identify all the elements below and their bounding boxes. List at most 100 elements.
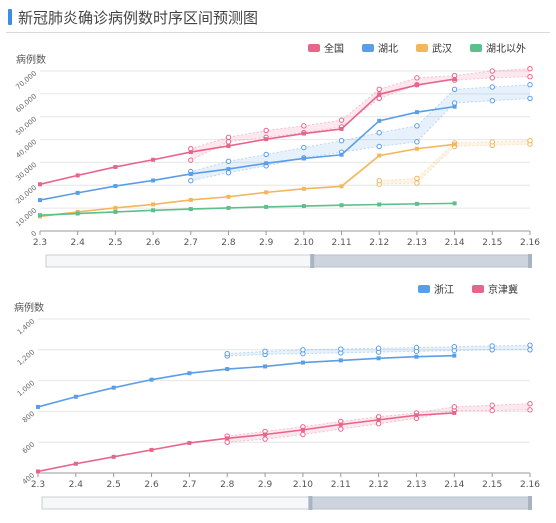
prediction-point[interactable]: [376, 178, 382, 184]
data-point[interactable]: [452, 142, 457, 147]
data-point[interactable]: [264, 161, 269, 166]
data-point[interactable]: [300, 427, 305, 432]
data-point[interactable]: [377, 153, 382, 158]
data-point[interactable]: [38, 182, 42, 187]
prediction-point[interactable]: [188, 157, 194, 163]
zoom-selected-range[interactable]: [309, 496, 531, 510]
data-point[interactable]: [226, 194, 231, 199]
prediction-point[interactable]: [262, 348, 268, 355]
prediction-point[interactable]: [262, 436, 268, 442]
data-point[interactable]: [225, 436, 230, 441]
data-point[interactable]: [113, 184, 118, 189]
data-point[interactable]: [414, 83, 419, 88]
data-point[interactable]: [75, 190, 80, 195]
prediction-point[interactable]: [338, 138, 345, 144]
prediction-point[interactable]: [338, 426, 344, 432]
data-point[interactable]: [226, 143, 231, 148]
data-point[interactable]: [188, 150, 193, 155]
prediction-point[interactable]: [414, 175, 420, 182]
prediction-point[interactable]: [527, 138, 533, 144]
data-point[interactable]: [225, 367, 230, 372]
prediction-point[interactable]: [225, 139, 232, 145]
data-point[interactable]: [36, 404, 40, 409]
data-point[interactable]: [111, 454, 116, 459]
data-point[interactable]: [151, 178, 156, 183]
prediction-point[interactable]: [224, 439, 230, 445]
legend-item[interactable]: 浙江: [418, 284, 454, 296]
prediction-point[interactable]: [527, 95, 533, 102]
prediction-point[interactable]: [414, 139, 420, 145]
prediction-point[interactable]: [489, 139, 496, 145]
prediction-point[interactable]: [527, 66, 533, 72]
data-point[interactable]: [301, 156, 306, 161]
data-point[interactable]: [301, 186, 306, 191]
data-point[interactable]: [452, 104, 457, 109]
data-point[interactable]: [414, 146, 419, 151]
prediction-point[interactable]: [376, 86, 382, 92]
data-point[interactable]: [38, 213, 42, 218]
data-point[interactable]: [149, 447, 154, 452]
prediction-point[interactable]: [225, 158, 232, 164]
prediction-point[interactable]: [489, 407, 495, 414]
prediction-point[interactable]: [300, 431, 306, 438]
prediction-point[interactable]: [451, 404, 458, 410]
data-point[interactable]: [188, 197, 193, 202]
prediction-point[interactable]: [414, 123, 420, 129]
legend-item[interactable]: 京津冀: [472, 283, 518, 296]
zoom-handle-right[interactable]: [528, 254, 532, 268]
prediction-point[interactable]: [489, 343, 495, 349]
zoom-selected-range[interactable]: [311, 254, 531, 268]
zoom-handle-right[interactable]: [528, 496, 532, 510]
prediction-point[interactable]: [375, 345, 382, 351]
data-point[interactable]: [338, 358, 343, 363]
data-point[interactable]: [339, 152, 344, 157]
prediction-point[interactable]: [301, 123, 307, 129]
prediction-point[interactable]: [451, 86, 458, 92]
data-point[interactable]: [376, 417, 381, 422]
data-point[interactable]: [187, 371, 192, 376]
zoom-handle-left[interactable]: [310, 254, 315, 268]
data-point[interactable]: [301, 204, 306, 209]
data-point[interactable]: [151, 208, 156, 213]
data-point[interactable]: [414, 201, 419, 206]
data-point[interactable]: [452, 77, 457, 82]
data-point[interactable]: [263, 364, 268, 369]
data-point[interactable]: [377, 118, 382, 123]
legend-item[interactable]: 武汉: [416, 42, 452, 55]
data-point[interactable]: [414, 354, 419, 359]
data-point[interactable]: [264, 190, 269, 195]
data-point[interactable]: [38, 198, 42, 203]
data-point[interactable]: [149, 377, 154, 382]
prediction-point[interactable]: [225, 170, 232, 176]
prediction-point[interactable]: [338, 117, 345, 123]
data-point[interactable]: [339, 126, 344, 131]
data-point[interactable]: [151, 202, 156, 207]
data-point[interactable]: [376, 356, 381, 361]
prediction-point[interactable]: [376, 143, 382, 150]
data-point[interactable]: [300, 360, 305, 365]
prediction-point[interactable]: [376, 130, 382, 136]
data-point[interactable]: [75, 211, 80, 216]
prediction-point[interactable]: [527, 342, 533, 348]
data-point[interactable]: [414, 413, 419, 418]
data-point[interactable]: [226, 205, 231, 210]
data-point[interactable]: [339, 184, 344, 189]
prediction-point[interactable]: [338, 346, 344, 352]
prediction-point[interactable]: [301, 144, 307, 151]
prediction-point[interactable]: [224, 350, 230, 357]
data-point[interactable]: [188, 171, 193, 176]
prediction-point[interactable]: [451, 100, 458, 106]
data-point[interactable]: [452, 201, 457, 206]
prediction-point[interactable]: [527, 82, 533, 88]
data-point[interactable]: [113, 209, 118, 214]
data-point[interactable]: [339, 203, 344, 208]
zoom-handle-left[interactable]: [308, 496, 313, 510]
data-point[interactable]: [264, 204, 269, 209]
prediction-point[interactable]: [263, 151, 269, 158]
prediction-point[interactable]: [225, 134, 232, 140]
data-point[interactable]: [226, 167, 231, 172]
prediction-point[interactable]: [188, 178, 194, 184]
data-point[interactable]: [263, 432, 268, 437]
data-point[interactable]: [113, 164, 118, 169]
legend-item[interactable]: 全国: [308, 42, 344, 55]
